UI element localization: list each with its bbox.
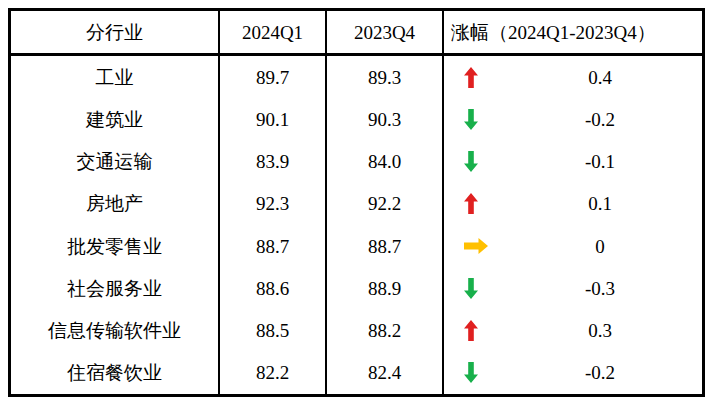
value-2024q1-cell: 88.7 xyxy=(220,225,327,267)
column-header-2024q1: 2024Q1 xyxy=(220,11,327,53)
table-row: 信息传输软件业 88.5 88.2 0.3 xyxy=(11,310,702,352)
change-value: 0.3 xyxy=(498,321,702,340)
column-header-2023q4: 2023Q4 xyxy=(327,11,444,53)
up-arrow-icon xyxy=(464,320,478,341)
down-arrow-icon xyxy=(464,278,478,299)
value-2024q1-cell: 88.6 xyxy=(220,267,327,309)
change-value: -0.3 xyxy=(498,279,702,298)
industry-cell: 交通运输 xyxy=(11,141,220,183)
change-cell: -0.3 xyxy=(444,267,702,309)
value-2023q4-cell: 88.9 xyxy=(327,267,444,309)
trend-arrow xyxy=(464,238,498,254)
trend-arrow xyxy=(464,193,498,214)
change-value: 0 xyxy=(498,237,702,256)
down-arrow-icon xyxy=(464,151,478,172)
value-2024q1-cell: 92.3 xyxy=(220,183,327,225)
industry-cell: 工业 xyxy=(11,56,220,98)
trend-arrow xyxy=(464,320,498,341)
table-row: 交通运输 83.9 84.0 -0.1 xyxy=(11,141,702,183)
up-arrow-icon xyxy=(464,67,478,88)
change-value: 0.4 xyxy=(498,68,702,87)
table-header: 分行业 2024Q1 2023Q4 涨幅（2024Q1-2023Q4） xyxy=(11,11,702,56)
down-arrow-icon xyxy=(464,109,478,130)
table-row: 房地产 92.3 92.2 0.1 xyxy=(11,183,702,225)
trend-arrow xyxy=(464,67,498,88)
trend-arrow xyxy=(464,151,498,172)
change-cell: 0.1 xyxy=(444,183,702,225)
change-cell: -0.2 xyxy=(444,352,702,394)
value-2024q1-cell: 88.5 xyxy=(220,310,327,352)
industry-cell: 批发零售业 xyxy=(11,225,220,267)
change-cell: -0.1 xyxy=(444,141,702,183)
down-arrow-icon xyxy=(464,362,478,383)
value-2023q4-cell: 88.7 xyxy=(327,225,444,267)
table-row: 建筑业 90.1 90.3 -0.2 xyxy=(11,98,702,140)
industry-cell: 建筑业 xyxy=(11,98,220,140)
value-2023q4-cell: 90.3 xyxy=(327,98,444,140)
column-header-change: 涨幅（2024Q1-2023Q4） xyxy=(444,11,702,53)
page: 分行业 2024Q1 2023Q4 涨幅（2024Q1-2023Q4） 工业 8… xyxy=(0,0,713,405)
column-header-industry: 分行业 xyxy=(11,11,220,53)
value-2024q1-cell: 90.1 xyxy=(220,98,327,140)
industry-cell: 信息传输软件业 xyxy=(11,310,220,352)
trend-arrow xyxy=(464,278,498,299)
table-row: 批发零售业 88.7 88.7 0 xyxy=(11,225,702,267)
industry-cell: 住宿餐饮业 xyxy=(11,352,220,394)
table-row: 工业 89.7 89.3 0.4 xyxy=(11,56,702,98)
up-arrow-icon xyxy=(464,193,478,214)
change-value: -0.1 xyxy=(498,152,702,171)
value-2023q4-cell: 92.2 xyxy=(327,183,444,225)
value-2023q4-cell: 82.4 xyxy=(327,352,444,394)
value-2024q1-cell: 83.9 xyxy=(220,141,327,183)
change-value: 0.1 xyxy=(498,194,702,213)
trend-arrow xyxy=(464,109,498,130)
change-value: -0.2 xyxy=(498,363,702,382)
value-2024q1-cell: 82.2 xyxy=(220,352,327,394)
industry-cell: 房地产 xyxy=(11,183,220,225)
value-2023q4-cell: 88.2 xyxy=(327,310,444,352)
industry-cell: 社会服务业 xyxy=(11,267,220,309)
value-2024q1-cell: 89.7 xyxy=(220,56,327,98)
table-row: 住宿餐饮业 82.2 82.4 -0.2 xyxy=(11,352,702,394)
industry-sentiment-table: 分行业 2024Q1 2023Q4 涨幅（2024Q1-2023Q4） 工业 8… xyxy=(8,8,705,397)
table-row: 社会服务业 88.6 88.9 -0.3 xyxy=(11,267,702,309)
value-2023q4-cell: 84.0 xyxy=(327,141,444,183)
trend-arrow xyxy=(464,362,498,383)
right-arrow-icon xyxy=(464,238,488,254)
change-cell: 0 xyxy=(444,225,702,267)
change-value: -0.2 xyxy=(498,110,702,129)
value-2023q4-cell: 89.3 xyxy=(327,56,444,98)
table-body: 工业 89.7 89.3 0.4 建筑业 90.1 90.3 xyxy=(11,56,702,394)
change-cell: -0.2 xyxy=(444,98,702,140)
change-cell: 0.4 xyxy=(444,56,702,98)
change-cell: 0.3 xyxy=(444,310,702,352)
